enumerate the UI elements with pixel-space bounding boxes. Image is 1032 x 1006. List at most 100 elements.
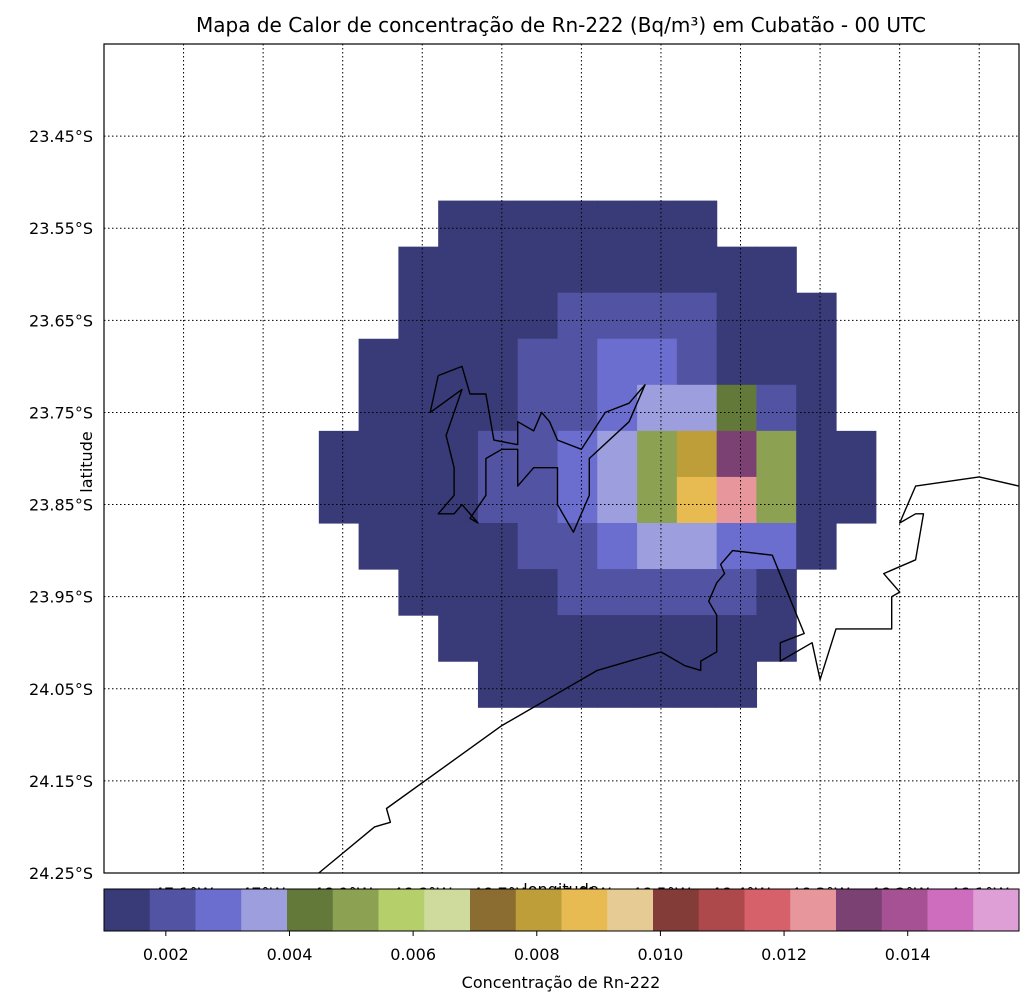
- heatmap-cell: [477, 569, 519, 616]
- colorbar-block: [470, 889, 517, 931]
- heatmap-cell: [597, 292, 638, 340]
- heatmap-cell: [517, 246, 559, 294]
- heatmap-cell: [676, 430, 718, 478]
- heatmap-cell: [796, 476, 837, 524]
- heatmap-cell: [637, 430, 678, 478]
- heatmap-cell: [676, 661, 718, 708]
- heatmap-cell: [597, 200, 638, 248]
- colorbar-block: [104, 889, 151, 931]
- heatmap-cell: [438, 200, 479, 248]
- heatmap-cell: [836, 476, 877, 524]
- colorbar-tick-label: 0.008: [514, 945, 560, 964]
- heatmap-cell: [557, 338, 598, 386]
- heatmap-cell: [756, 292, 797, 340]
- heatmap-cell: [398, 430, 439, 478]
- colorbar-block: [698, 889, 745, 931]
- colorbar-block: [241, 889, 288, 931]
- colorbar-tick-label: 0.010: [638, 945, 684, 964]
- colorbar-tick-label: 0.012: [761, 945, 807, 964]
- heatmap-cell: [637, 522, 678, 570]
- colorbar-block: [561, 889, 608, 931]
- heatmap-cell: [676, 292, 718, 340]
- lat-tick-label: 23.85°S: [29, 496, 93, 515]
- heatmap-cell: [438, 430, 479, 478]
- heatmap-cell: [716, 569, 758, 616]
- heatmap-cell: [477, 522, 519, 570]
- heatmap-cell: [756, 569, 797, 616]
- colorbar: 0.002 0.004 0.006 0.008 0.010 0.012 0.014 Conc…: [103, 888, 1020, 992]
- heatmap-cell: [597, 569, 638, 616]
- colorbar-label: Concentração de Rn-222: [462, 973, 661, 992]
- coastline: [318, 476, 1020, 874]
- lat-tick-label: 23.45°S: [29, 127, 93, 146]
- colorbar-block: [287, 889, 334, 931]
- heatmap-cell: [517, 292, 559, 340]
- heatmap-cell: [676, 522, 718, 570]
- heatmap-cell: [637, 615, 678, 662]
- heatmap-cell: [517, 338, 559, 386]
- heatmap-cell: [477, 200, 519, 248]
- colorbar-ticks: 0.002 0.004 0.006 0.008 0.010 0.012 0.014: [143, 931, 931, 964]
- heatmap-cell: [557, 522, 598, 570]
- heatmap-cell: [358, 476, 399, 524]
- heatmap-cell: [597, 522, 638, 570]
- colorbar-block: [927, 889, 974, 931]
- lat-tick-labels: 23.45°S 23.55°S 23.65°S 23.75°S 23.85°S 23.95…: [29, 127, 93, 883]
- heatmap-cell: [438, 569, 479, 616]
- colorbar-block: [607, 889, 654, 931]
- lat-tick-label: 24.15°S: [29, 772, 93, 791]
- heatmap-cell: [358, 430, 399, 478]
- colorbar-block: [653, 889, 700, 931]
- heatmap-cell: [398, 292, 439, 340]
- heatmap-cell: [398, 246, 439, 294]
- map-frame: [103, 43, 1020, 874]
- heatmap-cell: [358, 522, 399, 570]
- heatmap-cell: [517, 615, 559, 662]
- heatmap-cell: [716, 661, 758, 708]
- heatmap-cell: [438, 246, 479, 294]
- colorbar-frame: [103, 888, 1020, 932]
- colorbar-tick-label: 0.014: [885, 945, 931, 964]
- heatmap-cell: [517, 200, 559, 248]
- colorbar-tick-label: 0.006: [390, 945, 436, 964]
- heatmap-cell: [716, 246, 758, 294]
- lat-tick-label: 23.95°S: [29, 588, 93, 607]
- heatmap-cell: [477, 338, 519, 386]
- colorbar-tick-label: 0.004: [267, 945, 313, 964]
- heatmap-cell: [796, 292, 837, 340]
- heatmap-cell: [716, 292, 758, 340]
- coastline: [429, 365, 646, 533]
- heatmap-cell: [637, 384, 678, 432]
- heatmap-cell: [318, 430, 360, 478]
- colorbar-block: [378, 889, 425, 931]
- heatmap-cell: [637, 246, 678, 294]
- heatmap-cell: [557, 200, 598, 248]
- heatmap-cell: [716, 615, 758, 662]
- heatmap-cell: [676, 200, 718, 248]
- heatmap-cell: [557, 384, 598, 432]
- colorbar-blocks: [104, 889, 1020, 931]
- heatmap-cell: [517, 476, 559, 524]
- heatmap-cell: [676, 338, 718, 386]
- heatmap-cell: [477, 246, 519, 294]
- heatmap-cell: [796, 430, 837, 478]
- heatmap-cell: [398, 338, 439, 386]
- heatmap-cell: [477, 292, 519, 340]
- colorbar-block: [195, 889, 242, 931]
- heatmap-cell: [517, 522, 559, 570]
- map-title: Mapa de Calor de concentração de Rn-222 …: [196, 13, 926, 37]
- heatmap-cell: [517, 569, 559, 616]
- lat-tick-label: 23.55°S: [29, 219, 93, 238]
- colorbar-tick-label: 0.002: [143, 945, 189, 964]
- heatmap-cell: [716, 430, 758, 478]
- heatmap-cell: [477, 661, 519, 708]
- heatmap-cell: [438, 615, 479, 662]
- heatmap-cell: [438, 292, 479, 340]
- heatmap-cell: [557, 661, 598, 708]
- heatmap-cell: [597, 430, 638, 478]
- map-axes: 23.45°S 23.55°S 23.65°S 23.75°S 23.85°S 23.95…: [29, 43, 1020, 903]
- colorbar-block: [790, 889, 837, 931]
- heatmap-cell: [637, 476, 678, 524]
- heatmap-cell: [398, 384, 439, 432]
